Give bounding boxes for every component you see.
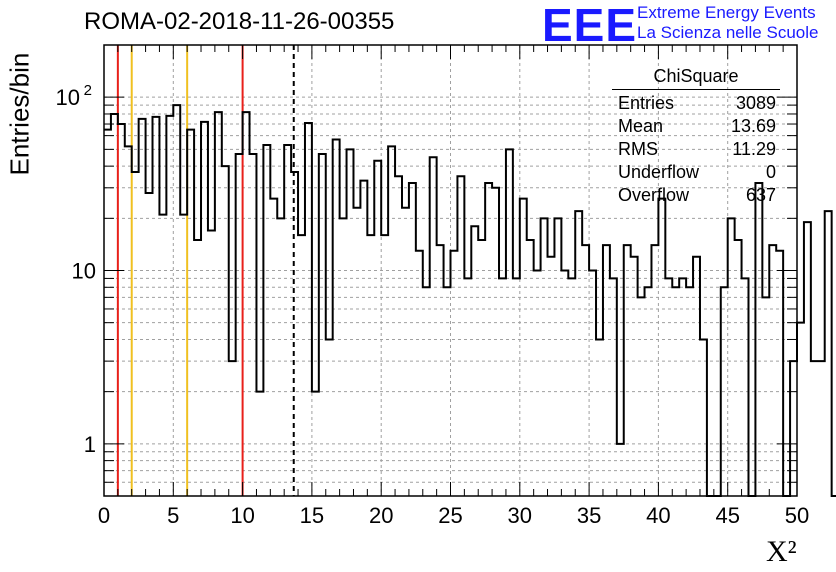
stats-row: Mean 13.69	[612, 115, 780, 138]
x-tick-label: 50	[785, 503, 809, 528]
stats-row: Overflow 637	[612, 184, 780, 207]
logo-subtitle-1: Extreme Energy Events	[637, 3, 816, 22]
eee-logo: EEE	[542, 0, 638, 51]
x-tick-label: 45	[715, 503, 739, 528]
y-axis-label: Entries/bin	[4, 52, 35, 176]
y-tick-label: 10	[56, 85, 80, 110]
histogram-series	[104, 104, 836, 497]
stats-value: 13.69	[730, 116, 776, 136]
y-tick-exponent: 2	[84, 82, 92, 99]
stats-label: Mean	[618, 116, 664, 136]
y-tick-label: 10	[72, 259, 96, 284]
x-tick-label: 25	[438, 503, 462, 528]
x-tick-label: 10	[230, 503, 254, 528]
axis-ticks	[103, 44, 798, 497]
x-tick-label: 5	[167, 503, 179, 528]
x-tick-label: 20	[369, 503, 393, 528]
stats-row: Entries 3089	[612, 92, 780, 115]
stats-label: Entries	[618, 93, 675, 113]
x-tick-label: 0	[98, 503, 110, 528]
logo-subtitle-2: La Scienza nelle Scuole	[637, 23, 819, 42]
stats-value: 637	[745, 185, 776, 205]
stats-title: ChiSquare	[612, 66, 780, 90]
x-tick-label: 35	[577, 503, 601, 528]
stats-row: RMS 11.29	[612, 138, 780, 161]
stats-value: 11.29	[732, 139, 776, 159]
x-tick-label: 30	[508, 503, 532, 528]
stats-label: Underflow	[618, 162, 700, 182]
chart-title: ROMA-02-2018-11-26-00355	[84, 8, 395, 35]
stats-value: 3089	[735, 93, 776, 113]
stats-box: ChiSquare Entries 3089 Mean 13.69 RMS 11.29 Un…	[612, 66, 780, 207]
stats-value: 0	[765, 162, 776, 182]
x-tick-label: 40	[646, 503, 670, 528]
stats-label: Overflow	[618, 185, 690, 205]
y-tick-label: 1	[84, 432, 96, 457]
x-tick-label: 15	[300, 503, 324, 528]
stats-label: RMS	[618, 139, 658, 159]
x-axis-label: X²	[766, 535, 797, 568]
stats-row: Underflow 0	[612, 161, 780, 184]
